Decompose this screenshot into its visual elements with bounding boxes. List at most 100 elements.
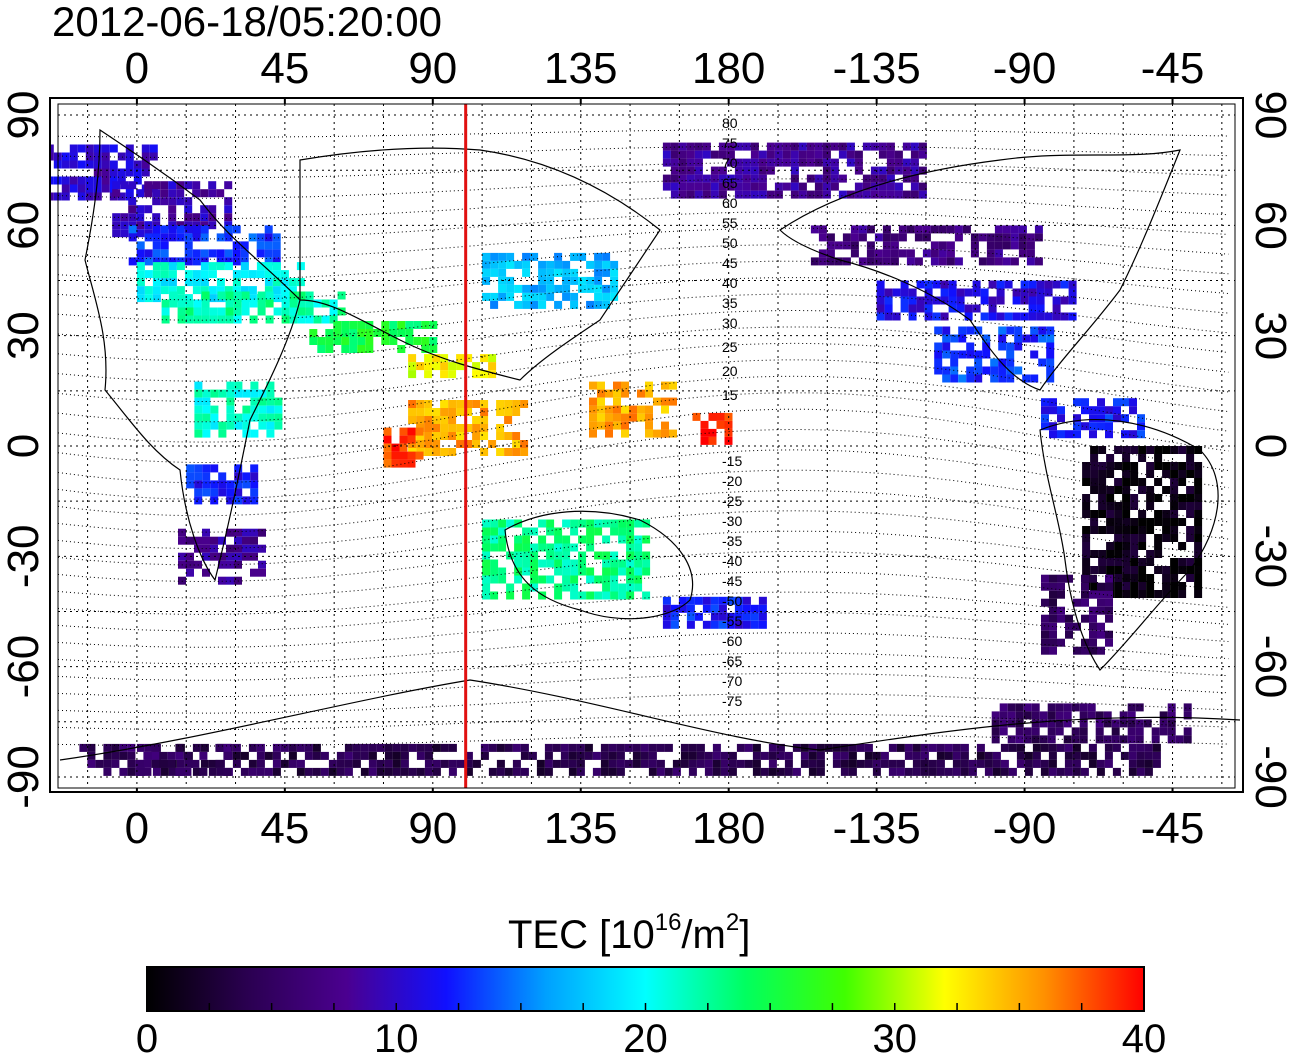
tec-cell [274,413,283,422]
tec-cell [1046,358,1055,367]
tec-cell [143,767,152,776]
tec-cell [109,160,118,169]
tec-cell [920,751,929,760]
tec-cell [686,166,695,175]
tec-cell [415,427,424,436]
tec-cell [1146,518,1155,526]
tec-cell [103,751,112,760]
tec-cell [152,257,161,266]
tec-cell [22,169,30,177]
tec-cell [266,389,275,398]
tec-cell [520,751,529,760]
tec-cell [141,168,150,177]
tec-cell [482,519,491,528]
tec-cell [127,767,136,776]
tec-cell [424,759,433,768]
tec-cell [816,767,825,776]
tec-cell [216,262,225,271]
tec-cell [602,567,611,576]
tec-cell [416,416,425,424]
tec-cell [1034,257,1043,266]
tec-cell [407,427,416,436]
tec-cell [661,421,669,430]
tec-cell [136,257,145,266]
tec-cell [920,767,929,776]
tec-cell [734,174,743,183]
tec-cell [234,389,243,398]
tec-cell [514,543,523,552]
tec-cell [77,144,86,153]
tec-cell [512,432,521,440]
tec-cell [272,233,281,242]
tec-cell [710,166,719,175]
tec-cell [712,759,721,768]
tec-cell [249,299,258,308]
tec-cell [226,413,235,422]
tec-cell [349,321,358,329]
map-background [50,98,1243,792]
tec-cell [1073,430,1081,439]
tec-cell [160,181,169,190]
tec-cell [242,544,250,553]
tec-cell [1106,462,1115,470]
tec-cell [974,358,983,367]
tec-cell [224,286,233,295]
tec-cell [726,150,735,159]
tec-cell [752,743,761,752]
tec-cell [1144,767,1153,776]
tec-cell [1178,462,1187,470]
tec-cell [1154,542,1163,550]
tec-cell [966,326,975,335]
tec-cell [472,416,481,424]
tec-cell [950,334,959,343]
tec-cell [456,400,465,408]
tec-cell [798,182,807,191]
tec-cell [632,751,641,760]
tec-cell [998,326,1007,335]
tec-cell [272,262,281,271]
tec-cell [1082,566,1091,574]
tec-cell [1154,454,1163,462]
tec-cell [424,448,433,456]
tec-cell [1114,534,1123,542]
tec-cell [944,751,953,760]
tec-cell [1004,280,1013,289]
tec-cell [1002,241,1011,250]
tec-cell [250,488,259,497]
tec-cell [250,528,258,537]
tec-cell [688,751,697,760]
tec-cell [305,307,314,316]
tec-cell [1089,606,1097,615]
tec-cell [774,158,783,167]
tec-cell [168,181,177,190]
tec-cell [884,296,893,305]
tec-cell [224,213,233,222]
tec-cell [136,221,145,230]
tec-cell [61,184,70,193]
tec-cell [109,176,118,185]
tec-cell [702,620,711,629]
tec-cell [978,233,987,242]
tec-cell [1136,759,1145,768]
tec-cell [69,160,78,169]
tec-cell [1167,711,1176,720]
tec-cell [504,416,513,424]
tec-cell [1178,558,1187,566]
contour-label: -20 [722,473,742,489]
tec-cell [982,342,991,351]
tec-cell [250,480,259,489]
tec-cell [1106,566,1115,574]
tec-cell [1194,558,1203,566]
tec-cell [702,604,711,613]
tec-cell [1170,574,1179,582]
tec-cell [1130,526,1139,534]
tec-cell [554,268,563,277]
tec-cell [117,192,126,201]
tec-cell [1137,430,1145,439]
tec-cell [200,286,209,295]
tec-cell [224,257,233,266]
tec-cell [77,176,86,185]
tec-cell [1105,590,1113,599]
tec-cell [313,315,322,324]
tec-cell [77,160,86,169]
